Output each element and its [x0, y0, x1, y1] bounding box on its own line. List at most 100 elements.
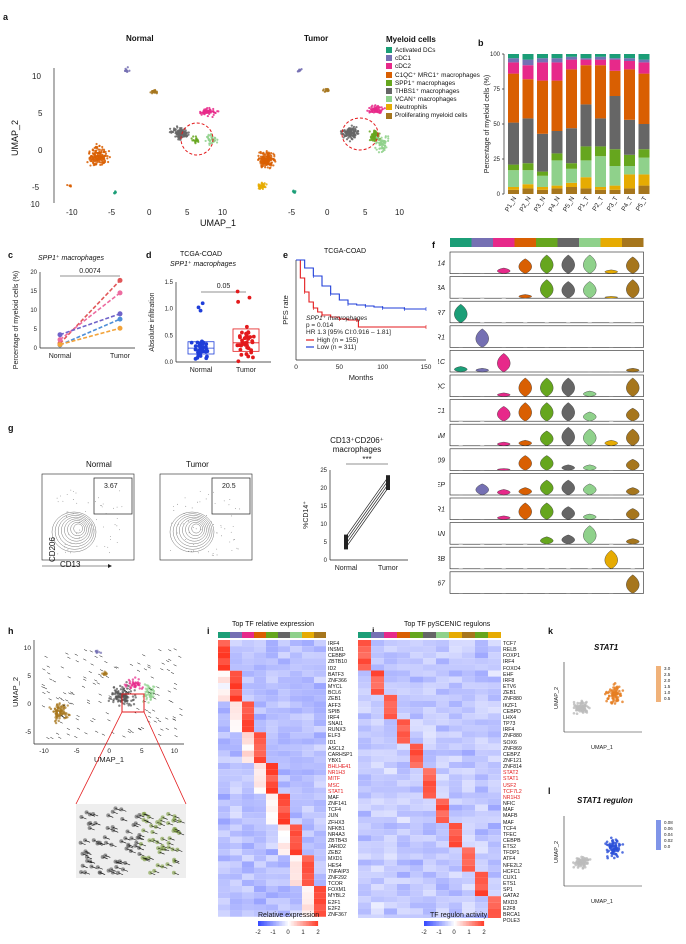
umap-point	[103, 154, 106, 158]
h-point	[107, 699, 111, 703]
heat-cell	[230, 781, 242, 788]
panel-label-c: c	[8, 250, 14, 260]
h-zoom-arrow	[175, 828, 181, 832]
heat-legend-cell	[436, 921, 438, 926]
heat-cell	[436, 908, 449, 915]
h-velocity-arrow	[41, 686, 45, 689]
heat-cell	[266, 707, 278, 714]
feat-point	[583, 857, 587, 861]
heat-cell	[218, 806, 230, 813]
h-zoom-arrow	[143, 819, 149, 823]
feat-point	[616, 855, 619, 858]
flow-dot	[62, 500, 64, 502]
h-zoom-arrow	[148, 816, 154, 820]
umap-point	[172, 129, 175, 132]
d-point	[205, 354, 209, 359]
heat-cell	[488, 829, 501, 836]
heat-cell	[436, 871, 449, 878]
heat-cell	[371, 640, 384, 647]
heat-gene-label: MITF	[328, 776, 341, 783]
f-violin	[583, 428, 597, 447]
flow-plot-frame	[159, 473, 253, 561]
flow-dot	[183, 513, 185, 515]
heat-cell	[314, 719, 326, 727]
b-bar-segment	[566, 59, 577, 70]
umap-point	[69, 184, 72, 187]
heat-cell	[230, 904, 242, 911]
heat-cell	[397, 719, 410, 726]
heat-cell	[488, 646, 501, 653]
heat-cell	[302, 652, 314, 659]
heat-cell	[410, 676, 423, 683]
flow-dot	[66, 516, 68, 517]
h-point	[55, 712, 58, 715]
heat-cell	[488, 688, 501, 695]
heat-cell	[397, 859, 410, 866]
h-velocity-arrow	[76, 727, 81, 730]
heat-cell	[358, 804, 371, 811]
h-zoom-arrow	[84, 840, 91, 843]
heat-cell	[488, 780, 501, 787]
heat-cell	[278, 707, 290, 714]
heat-cell	[314, 756, 326, 763]
heat-cell	[423, 670, 436, 677]
heat-cell	[230, 676, 242, 684]
heat-cell	[423, 780, 436, 787]
heat-cell	[302, 886, 314, 893]
h-velocity-arrow	[144, 709, 148, 712]
h-zoom-point	[110, 825, 115, 830]
umap-point	[378, 132, 381, 135]
heat-cell	[290, 707, 302, 714]
f-gene-label: ANPEP	[438, 482, 445, 489]
b-bar-segment	[522, 79, 534, 119]
h-velocity-arrow	[68, 692, 72, 695]
heat-cell	[475, 774, 488, 781]
heat-cell	[475, 884, 488, 891]
heat-cell	[488, 914, 501, 918]
heat-cell	[230, 892, 242, 899]
heat-cell	[371, 719, 384, 726]
umap-point	[102, 150, 106, 154]
heat-cell	[278, 855, 290, 862]
heat-cell	[254, 812, 266, 819]
heat-gene-label: CARHSP1	[328, 751, 353, 758]
heat-cell	[230, 744, 242, 751]
heat-cell	[230, 763, 242, 770]
h-velocity-arrow	[178, 655, 182, 658]
heat-cell	[371, 755, 384, 762]
h-point	[99, 651, 103, 655]
heat-cell	[384, 652, 397, 659]
f-violin	[583, 464, 597, 471]
h-zoom-point	[150, 830, 155, 835]
h-point	[140, 687, 144, 690]
heat-cell	[266, 732, 278, 739]
heat-cell	[449, 810, 462, 817]
umap-point	[174, 130, 177, 133]
heat-cell	[278, 806, 290, 813]
b-xtick: P3_T	[606, 195, 620, 212]
flow-dot	[66, 511, 68, 513]
d-ytick: 0.5	[165, 333, 174, 339]
heat-cell	[290, 855, 302, 862]
heat-cell	[242, 732, 254, 739]
flow-dot	[232, 526, 234, 528]
heat-cell	[230, 670, 242, 677]
h-velocity-arrow	[65, 652, 69, 655]
h-velocity-arrow	[60, 714, 64, 717]
h-velocity-arrow	[65, 699, 69, 702]
umap-point	[384, 141, 387, 145]
h-zoom-arrow	[112, 826, 118, 830]
heat-cell	[314, 886, 326, 893]
heat-gene-label: NFE2L2	[503, 862, 523, 869]
heat-cell	[371, 914, 384, 918]
f-violin	[497, 441, 511, 447]
heat-legend-cell	[288, 921, 290, 926]
heat-cell	[266, 793, 278, 800]
b-bar-segment	[638, 157, 650, 175]
flow-dot	[104, 545, 106, 547]
h-zoom-arrow	[133, 824, 139, 828]
heat-cell	[302, 855, 314, 862]
umap-point	[348, 131, 351, 134]
heat-gene-label: ZBTB43	[328, 838, 348, 844]
